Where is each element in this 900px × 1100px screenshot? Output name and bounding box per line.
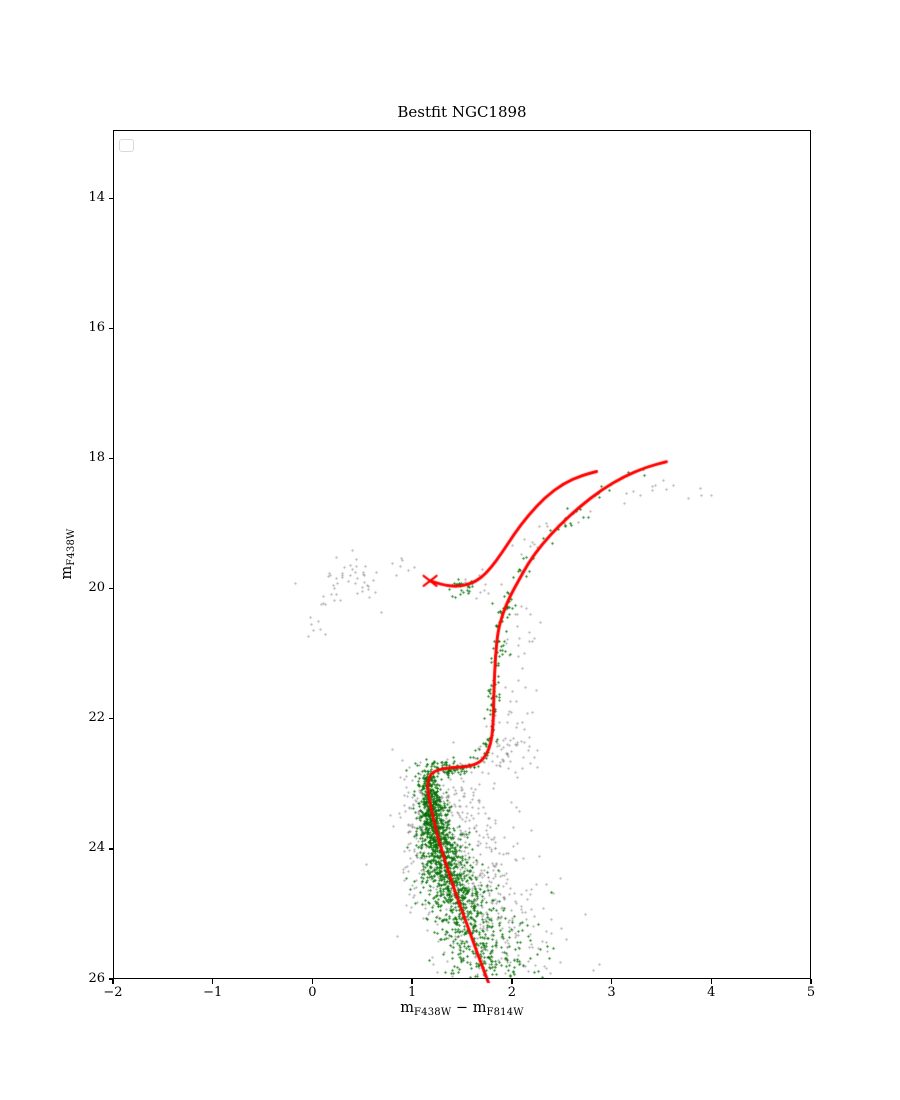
y-tick-label: 26: [88, 970, 105, 986]
y-axis-label-m: m: [59, 565, 75, 580]
x-axis-label-m1: m: [400, 1000, 414, 1016]
y-tick-label: 20: [88, 580, 105, 596]
x-tick-mark: [810, 979, 812, 984]
legend-box: [119, 139, 134, 152]
x-tick-label: 4: [707, 985, 716, 1000]
x-tick-label: −2: [103, 985, 123, 1000]
x-tick-mark: [710, 979, 712, 984]
x-tick-label: −1: [203, 985, 223, 1000]
x-axis-label-minus: −: [451, 1000, 473, 1016]
y-axis-label-sub: F438W: [66, 528, 77, 566]
x-tick-mark: [610, 979, 613, 984]
y-tick-mark: [108, 718, 113, 720]
y-tick-label: 22: [88, 710, 105, 726]
x-tick-label: 3: [607, 985, 616, 1000]
y-tick-mark: [108, 457, 113, 460]
x-axis-label-sub1: F438W: [414, 1007, 452, 1018]
x-tick-mark: [511, 979, 513, 984]
y-tick-mark: [108, 588, 113, 590]
y-tick-label: 24: [88, 840, 105, 856]
x-tick-label: 2: [507, 985, 516, 1000]
x-tick-mark: [212, 979, 214, 984]
y-tick-label: 16: [88, 319, 105, 335]
y-tick-label: 14: [88, 189, 105, 205]
x-tick-mark: [311, 979, 314, 984]
x-axis-label: mF438W − mF814W: [113, 1000, 811, 1018]
x-axis-label-sub2: F814W: [486, 1007, 524, 1018]
x-tick-mark: [411, 979, 413, 984]
x-tick-label: 5: [806, 985, 816, 1000]
y-tick-mark: [108, 327, 113, 330]
x-tick-label: 1: [408, 985, 417, 1000]
y-tick-label: 18: [88, 450, 105, 466]
x-tick-label: 0: [308, 985, 317, 1000]
x-tick-mark: [112, 979, 114, 984]
y-axis-label: mF438W: [59, 528, 77, 579]
chart-title: Bestfit NGC1898: [397, 103, 527, 121]
y-tick-mark: [108, 978, 113, 980]
x-axis-label-m2: m: [472, 1000, 487, 1016]
y-tick-mark: [108, 848, 113, 850]
y-tick-mark: [108, 197, 113, 199]
